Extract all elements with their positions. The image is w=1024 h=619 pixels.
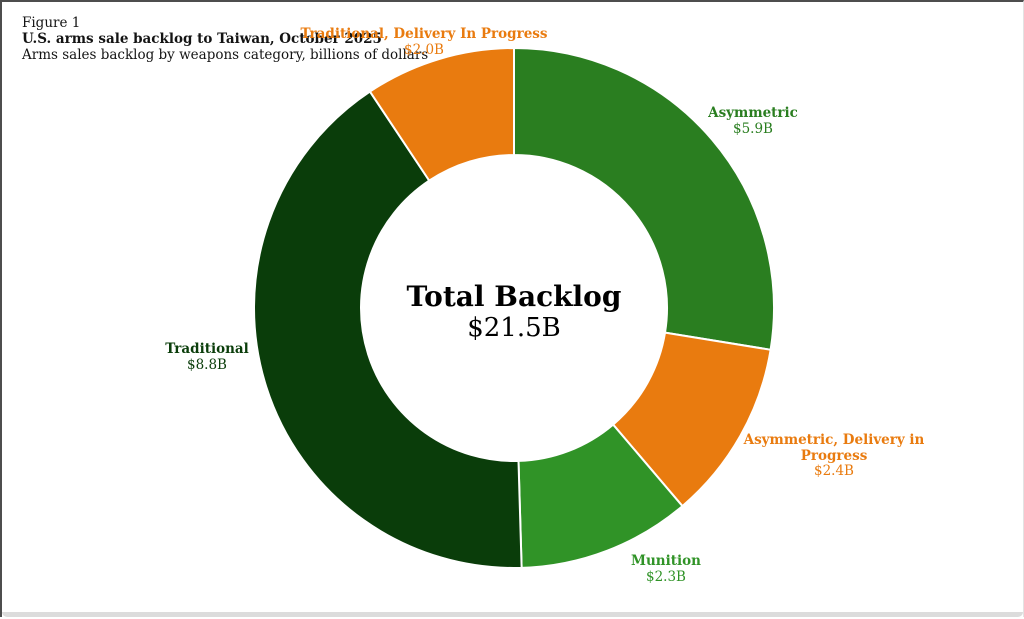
segment-name: Asymmetric, Delivery in Progress: [743, 432, 925, 464]
segment-value: $2.3B: [646, 568, 686, 585]
donut-segment-traditional: [253, 90, 523, 569]
donut-segment-asymmetric: [513, 46, 775, 351]
segment-name: Traditional: [165, 341, 249, 357]
card-bottom-edge: [2, 612, 1023, 617]
figure-label: Figure 1: [22, 15, 81, 31]
segment-name: Asymmetric: [708, 105, 798, 121]
segment-value: $2.4B: [814, 463, 854, 479]
segment-value: $5.9B: [733, 120, 773, 137]
segment-label: Traditional $8.8B: [137, 341, 277, 373]
segment-value: $2.0B: [404, 41, 444, 58]
total-backlog-label: Total Backlog: [406, 280, 622, 313]
figure-subtitle: Arms sales backlog by weapons category, …: [22, 47, 429, 63]
segment-name: Traditional, Delivery In Progress: [300, 26, 548, 42]
segment-label: Munition $2.3B: [596, 553, 736, 585]
segment-value: $8.8B: [187, 356, 227, 373]
donut-segment-traditional-delivery-in-progress: [368, 46, 515, 183]
segment-label: Asymmetric, Delivery in Progress $2.4B: [739, 432, 929, 480]
total-backlog-value: $21.5B: [467, 313, 561, 343]
donut-center-text: Total Backlog $21.5B: [364, 281, 664, 344]
segment-label: Traditional, Delivery In Progress $2.0B: [279, 26, 569, 58]
figure-header: Figure 1 U.S. arms sale backlog to Taiwa…: [22, 15, 428, 63]
segment-label: Asymmetric $5.9B: [678, 105, 828, 137]
figure-title: U.S. arms sale backlog to Taiwan, Octobe…: [22, 31, 382, 47]
segment-name: Munition: [631, 553, 701, 569]
